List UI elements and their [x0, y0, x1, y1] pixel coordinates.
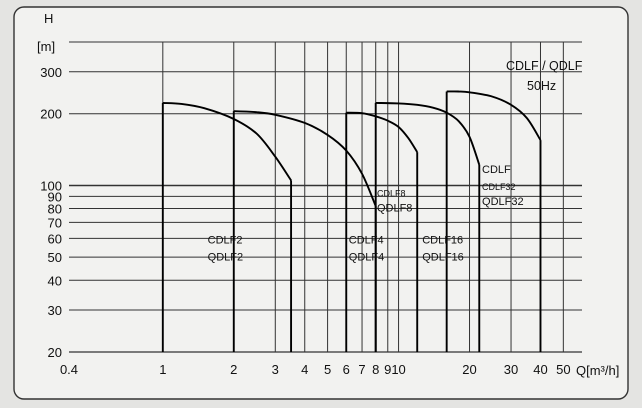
y-tick-30: 30 — [48, 303, 62, 318]
y-tick-300: 300 — [40, 65, 62, 80]
x-tick-1: 1 — [159, 362, 166, 377]
y-tick-90: 90 — [48, 189, 62, 204]
chart-subtitle: 50Hz — [527, 79, 556, 93]
y-tick-200: 200 — [40, 107, 62, 122]
y-tick-100: 100 — [40, 178, 62, 193]
series-label-qdlf16: QDLF16 — [422, 252, 464, 264]
series-label-qdlf32: QDLF32 — [482, 196, 524, 208]
x-tick-7: 7 — [358, 362, 365, 377]
x-tick-50: 50 — [556, 362, 570, 377]
curve-cdlf4 — [233, 110, 377, 207]
y-axis-label: H — [44, 11, 53, 26]
x-tick-20: 20 — [462, 362, 476, 377]
x-tick-5: 5 — [324, 362, 331, 377]
plot-frame — [13, 6, 629, 400]
series-label-qdlf2: QDLF2 — [208, 252, 243, 264]
x-tick-6: 6 — [343, 362, 350, 377]
x-tick-4: 4 — [301, 362, 308, 377]
series-label-qdlf8: QDLF8 — [377, 202, 412, 214]
series-labels: CDLF2 QDLF2 CDLF4 QDLF4 CDLF8 QDLF8 CDLF16 QDLF… — [208, 164, 524, 264]
x-tick-9: 9 — [384, 362, 391, 377]
curve-cdlf8 — [346, 111, 418, 153]
curve-cdlf16 — [375, 101, 481, 166]
series-label-cdlf: CDLF — [482, 164, 511, 176]
x-tick-10: 10 — [391, 362, 405, 377]
x-tick-0-4: 0.4 — [60, 362, 78, 377]
y-tick-60: 60 — [48, 231, 62, 246]
y-tick-40: 40 — [48, 273, 62, 288]
series-label-cdlf16: CDLF16 — [422, 235, 463, 247]
x-tick-8: 8 — [372, 362, 379, 377]
x-axis-label: Q[m³/h] — [576, 363, 619, 378]
curves — [161, 90, 542, 352]
y-tick-80: 80 — [48, 202, 62, 217]
y-tick-20: 20 — [48, 345, 62, 360]
series-label-qdlf4: QDLF4 — [349, 252, 384, 264]
chart-title: CDLF / QDLF — [506, 59, 583, 73]
curve-cdlf32 — [446, 90, 542, 141]
y-axis-unit: [m] — [37, 39, 55, 54]
series-label-cdlf8: CDLF8 — [377, 188, 406, 198]
x-tick-labels: 0.4 1 2 3 4 5 6 7 8 9 10 20 30 40 50 — [60, 362, 571, 377]
series-label-cdlf2: CDLF2 — [208, 235, 243, 247]
series-label-cdlf4: CDLF4 — [349, 235, 384, 247]
series-label-cdlf32: CDLF32 — [482, 182, 516, 192]
x-tick-30: 30 — [504, 362, 518, 377]
x-tick-40: 40 — [533, 362, 547, 377]
y-tick-70: 70 — [48, 215, 62, 230]
x-tick-2: 2 — [230, 362, 237, 377]
y-tick-50: 50 — [48, 250, 62, 265]
x-tick-3: 3 — [272, 362, 279, 377]
